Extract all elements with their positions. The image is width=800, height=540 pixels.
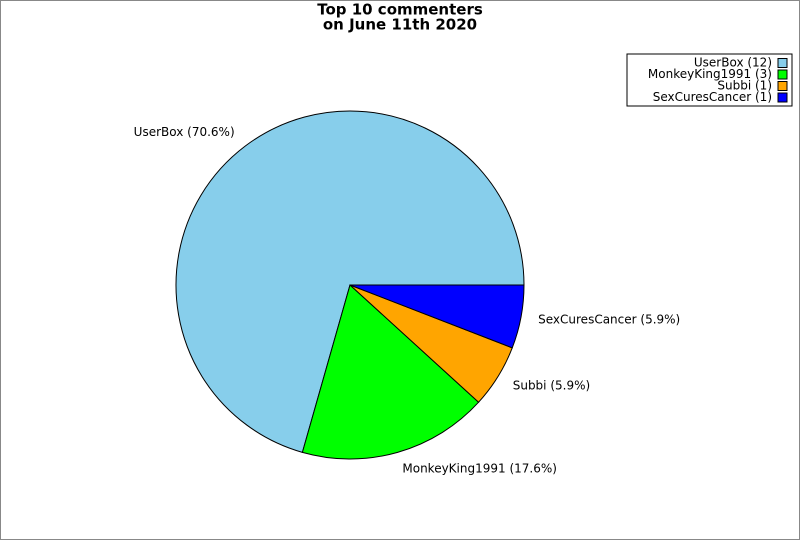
slice-label: MonkeyKing1991 (17.6%)	[402, 462, 557, 476]
chart-title: on June 11th 2020	[323, 16, 477, 34]
slice-label: SexCuresCancer (5.9%)	[538, 313, 680, 327]
legend-swatch	[777, 81, 788, 91]
legend-swatch	[777, 92, 788, 103]
pie-slice	[175, 110, 525, 453]
legend-label: UserBox (12)	[694, 56, 772, 70]
legend-label: Subbi (1)	[717, 79, 772, 93]
legend-label: MonkeyKing1991 (3)	[648, 67, 772, 81]
legend-label: SexCuresCancer (1)	[653, 90, 772, 104]
slice-label: Subbi (5.9%)	[513, 378, 590, 392]
legend-box	[626, 53, 793, 107]
pie-slice	[301, 284, 480, 460]
slice-label: UserBox (70.6%)	[134, 125, 235, 139]
legend-swatch	[777, 69, 788, 80]
pie-slice	[349, 284, 525, 349]
legend-swatch	[777, 58, 788, 68]
chart-title: Top 10 commenters	[317, 1, 483, 19]
